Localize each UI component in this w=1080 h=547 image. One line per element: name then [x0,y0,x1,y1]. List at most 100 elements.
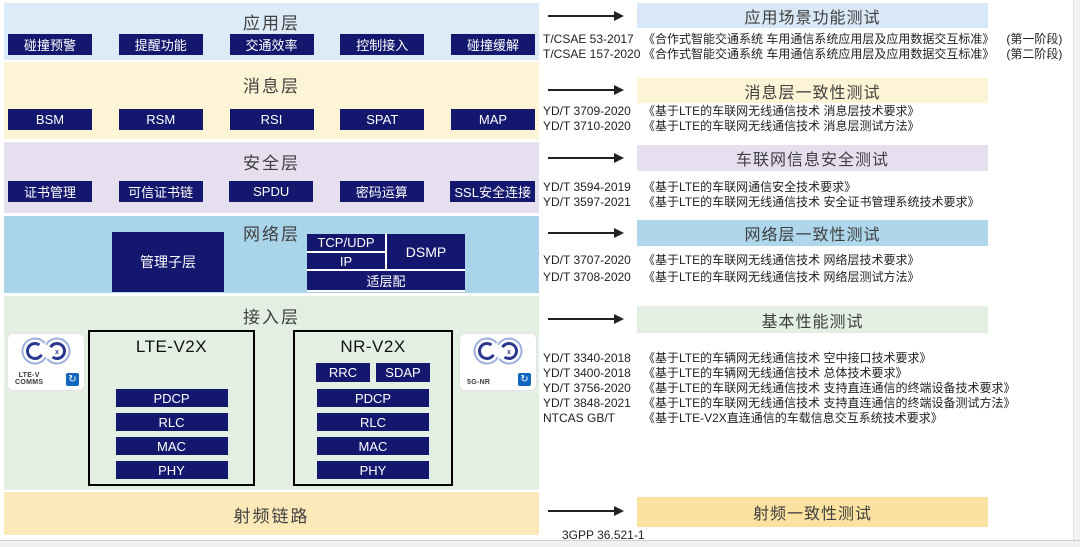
standard-name: 《合作式智能交通系统 车用通信系统应用层及应用数据交互标准》 [643,32,995,46]
standard-name: 《基于LTE的车联网无线通信技术 支持直连通信的终端设备测试方法》 [643,396,1016,410]
standard-code: YD/T 3340-2018 [543,351,631,365]
message-boxes: BSM RSM RSI SPAT MAP [4,109,539,130]
test-header-message: 消息层一致性测试 [637,78,988,103]
lte-box-rlc: RLC [115,413,228,431]
test-header-application: 应用场景功能测试 [637,3,988,28]
nr-box-sdap: SDAP [376,363,430,382]
window-right-edge [1073,0,1080,540]
standard-code: T/CSAE 157-2020 [543,47,641,61]
nr-box-mac: MAC [317,437,429,455]
layer-security-title: 安全层 [243,154,300,173]
standard-name: 《基于LTE的车联网无线通信技术 消息层技术要求》 [643,104,920,118]
standard-code: YD/T 3848-2021 [543,396,631,410]
standard-row: YD/T 3707-2020 《基于LTE的车联网无线通信技术 网络层技术要求》 [543,252,1072,269]
standard-row: YD/T 3756-2020 《基于LTE的车联网无线通信技术 支持直连通信的终… [543,381,1072,396]
lte-v2x-title: LTE-V2X [135,337,208,356]
standard-code: T/CSAE 53-2017 [543,32,634,46]
layer-network: 网络层 管理子层 TCP/UDP DSMP IP 适层配 [4,216,539,293]
layer-access: 接入层 x LTE-V COMMS ↻ LTE-V2X [4,296,539,490]
nr-v2x-title: NR-V2X [340,337,406,356]
test-header-security: 车联网信息安全测试 [637,145,988,171]
standard-row: T/CSAE 157-2020 《合作式智能交通系统 车用通信系统应用层及应用数… [543,47,1072,62]
nr-v2x-box: NR-V2X RRC SDAP PDCP RLC MAC PHY [293,330,453,486]
sec-box-crypto: 密码运算 [339,181,424,202]
lte-v-comms-logo-label: LTE-V COMMS [15,372,44,386]
net-box-tcp-udp: TCP/UDP [307,234,385,251]
net-box-management-sublayer: 管理子层 [112,232,224,292]
standard-name: 《基于LTE的车联网无线通信技术 网络层测试方法》 [643,270,920,284]
standard-code-3gpp: 3GPP 36.521-1 [562,528,645,542]
sec-box-trusted-cert-chain: 可信证书链 [118,181,203,202]
arrow-icon [548,11,624,21]
standard-code: YD/T 3597-2021 [543,195,631,209]
lte-box-phy: PHY [115,461,228,479]
test-header-performance: 基本性能测试 [637,306,988,333]
standards-message: YD/T 3709-2020 《基于LTE的车联网无线通信技术 消息层技术要求》… [543,104,1072,134]
sec-box-spdu: SPDU [229,181,314,202]
layer-application: 应用层 碰撞预警 提醒功能 交通效率 控制接入 碰撞缓解 [4,3,539,60]
layer-security: 安全层 证书管理 可信证书链 SPDU 密码运算 SSL安全连接 [4,142,539,213]
nr-box-pdcp: PDCP [317,389,429,407]
application-boxes: 碰撞预警 提醒功能 交通效率 控制接入 碰撞缓解 [4,34,539,55]
app-box-traffic-efficiency: 交通效率 [229,34,314,55]
test-header-network: 网络层一致性测试 [637,220,988,246]
arrow-icon [548,506,624,516]
app-box-control-access: 控制接入 [340,34,425,55]
standard-name: 《基于LTE的车辆网无线通信技术 空中接口技术要求》 [643,351,932,365]
standard-row: NTCAS GB/T 《基于LTE-V2X直连通信的车载信息交互系统技术要求》 [543,411,1072,426]
net-protocol-grid: TCP/UDP DSMP IP 适层配 [307,234,465,292]
standard-phase: (第一阶段) [1006,32,1063,46]
standards-security: YD/T 3594-2019 《基于LTE的车联网通信安全技术要求》 YD/T … [543,180,1072,210]
msg-box-map: MAP [451,109,535,130]
window-bottom-bar [0,540,1080,547]
lte-v-comms-logo: x LTE-V COMMS ↻ [8,334,84,390]
standards-performance: YD/T 3340-2018 《基于LTE的车辆网无线通信技术 空中接口技术要求… [543,351,1072,426]
standard-name: 《基于LTE-V2X直连通信的车载信息交互系统技术要求》 [643,411,943,425]
standards-application: T/CSAE 53-2017 《合作式智能交通系统 车用通信系统应用层及应用数据… [543,32,1072,62]
standard-name: 《基于LTE的车辆网无线通信技术 总体技术要求》 [643,366,908,380]
svg-text:x: x [507,349,511,356]
lte-box-pdcp: PDCP [115,389,228,407]
layer-network-title: 网络层 [243,225,300,244]
net-box-adaptation: 适层配 [307,271,465,290]
nr-box-rlc: RLC [317,413,429,431]
nr-v2x-top-row: RRC SDAP [316,363,430,382]
arrow-icon [548,85,624,95]
dual-c-mark-icon: x [21,337,71,365]
arrow-icon [548,153,624,163]
standard-row: YD/T 3597-2021 《基于LTE的车联网无线通信技术 安全证书管理系统… [543,195,1072,210]
app-box-collision-warning: 碰撞预警 [8,34,92,55]
standard-name: 《基于LTE的车联网无线通信技术 消息层测试方法》 [643,119,920,133]
dual-c-mark-icon: x [473,337,523,365]
standard-row: YD/T 3400-2018 《基于LTE的车辆网无线通信技术 总体技术要求》 [543,366,1072,381]
standard-row: YD/T 3594-2019 《基于LTE的车联网通信安全技术要求》 [543,180,1072,195]
standard-code: YD/T 3709-2020 [543,104,631,118]
net-box-dsmp: DSMP [387,234,465,269]
standard-code: YD/T 3594-2019 [543,180,631,194]
app-box-collision-mitigation: 碰撞缓解 [451,34,535,55]
security-boxes: 证书管理 可信证书链 SPDU 密码运算 SSL安全连接 [4,181,539,202]
msg-box-rsm: RSM [118,109,203,130]
standard-name: 《基于LTE的车联网无线通信技术 安全证书管理系统技术要求》 [643,195,980,209]
standards-network: YD/T 3707-2020 《基于LTE的车联网无线通信技术 网络层技术要求》… [543,252,1072,286]
nr-box-rrc: RRC [316,363,370,382]
nr-box-phy: PHY [317,461,429,479]
lte-v2x-stack: PDCP RLC MAC PHY [115,389,228,479]
lte-box-mac: MAC [115,437,228,455]
sec-box-ssl: SSL安全连接 [450,181,535,202]
standard-row: YD/T 3848-2021 《基于LTE的车联网无线通信技术 支持直连通信的终… [543,396,1072,411]
standard-phase: (第二阶段) [1006,47,1063,61]
layer-application-title: 应用层 [243,14,300,33]
nr-v2x-stack: PDCP RLC MAC PHY [317,389,429,479]
msg-box-rsi: RSI [229,109,314,130]
standard-code: YD/T 3710-2020 [543,119,631,133]
standard-code: YD/T 3756-2020 [543,381,631,395]
standard-row: YD/T 3709-2020 《基于LTE的车联网无线通信技术 消息层技术要求》 [543,104,1072,119]
layer-access-title: 接入层 [243,308,300,327]
standard-code: NTCAS GB/T [543,411,616,425]
standard-code: YD/T 3707-2020 [543,253,631,267]
net-box-ip: IP [307,253,385,269]
msg-box-spat: SPAT [340,109,425,130]
test-header-rf: 射频一致性测试 [637,497,988,527]
standard-row: YD/T 3710-2020 《基于LTE的车联网无线通信技术 消息层测试方法》 [543,119,1072,134]
